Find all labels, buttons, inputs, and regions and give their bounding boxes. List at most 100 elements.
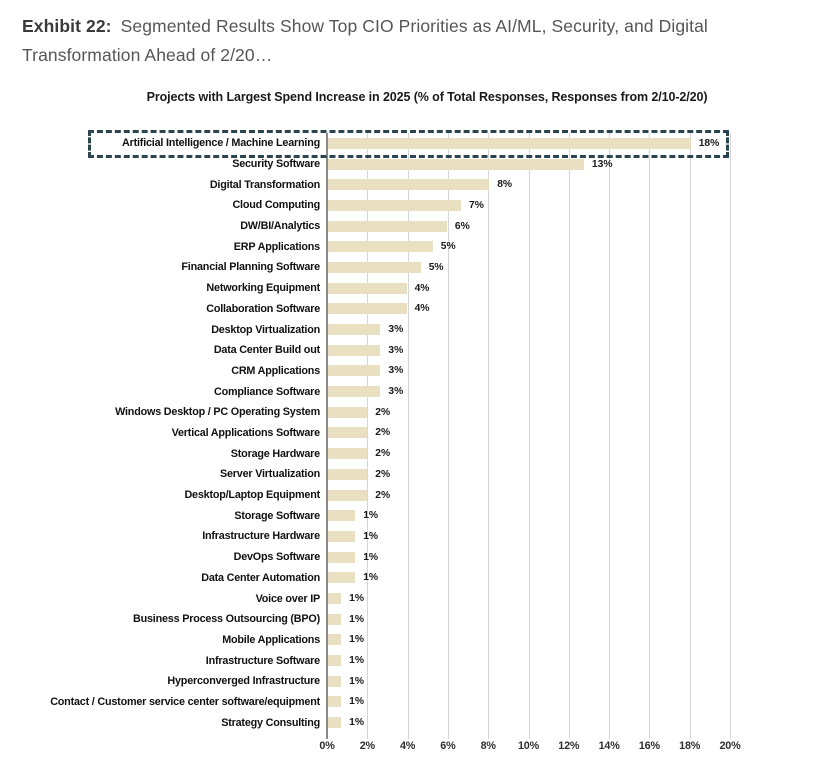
category-label: CRM Applications [231, 364, 320, 377]
bar [328, 655, 342, 667]
value-label: 1% [363, 551, 379, 563]
value-label: 2% [375, 448, 391, 460]
chart-row: Desktop Virtualization 3% [0, 319, 824, 340]
chart-row: Voice over IP 1% [0, 588, 824, 609]
exhibit-header: Exhibit 22: Segmented Results Show Top CI… [22, 12, 784, 70]
value-label: 3% [388, 386, 404, 398]
chart-row: Infrastructure Hardware 1% [0, 526, 824, 547]
bar [328, 137, 691, 149]
x-axis-tick-label: 18% [679, 740, 701, 752]
bar [328, 365, 381, 377]
bar [328, 282, 407, 294]
value-label: 4% [414, 303, 430, 315]
value-label: 3% [388, 344, 404, 356]
bar [328, 613, 342, 625]
category-label: Contact / Customer service center softwa… [50, 695, 320, 708]
bar [328, 261, 421, 273]
gridline [689, 133, 691, 739]
category-label: Cloud Computing [232, 199, 320, 212]
category-label: Business Process Outsourcing (BPO) [133, 613, 320, 626]
chart-row: Digital Transformation 8% [0, 174, 824, 195]
category-label: Storage Hardware [230, 447, 320, 460]
chart-row: Cloud Computing 7% [0, 195, 824, 216]
bar [328, 199, 461, 211]
x-axis-tick-label: 16% [638, 740, 660, 752]
value-label: 4% [414, 282, 430, 294]
bar [328, 179, 490, 191]
bar [328, 489, 368, 501]
category-label: Networking Equipment [206, 282, 320, 295]
bar [328, 406, 368, 418]
category-label: Mobile Applications [222, 633, 320, 646]
value-label: 2% [375, 468, 391, 480]
chart-row: Storage Software 1% [0, 505, 824, 526]
bar [328, 551, 356, 563]
gridline [367, 133, 369, 739]
category-label: Infrastructure Hardware [202, 530, 320, 543]
value-label: 1% [349, 696, 364, 708]
bar [328, 634, 342, 646]
category-label: Windows Desktop / PC Operating System [115, 406, 320, 419]
gridline [407, 133, 409, 739]
chart-title: Projects with Largest Spend Increase in … [146, 90, 708, 104]
value-label: 1% [349, 613, 364, 625]
gridline [568, 133, 570, 739]
category-label: Hyperconverged Infrastructure [167, 675, 320, 688]
category-label: Vertical Applications Software [171, 426, 321, 439]
category-label: Data Center Automation [201, 571, 320, 584]
bar [328, 303, 407, 315]
value-label: 1% [349, 634, 364, 646]
category-label: DevOps Software [233, 551, 321, 564]
chart-row: Business Process Outsourcing (BPO) 1% [0, 609, 824, 630]
value-label: 1% [349, 655, 364, 667]
chart-row: Networking Equipment 4% [0, 278, 824, 299]
x-axis-tick-label: 14% [598, 740, 620, 752]
category-label: Strategy Consulting [221, 716, 320, 729]
gridline [730, 133, 731, 739]
bar [328, 696, 342, 708]
value-label: 2% [375, 427, 391, 439]
gridline [528, 133, 530, 739]
chart-row: Collaboration Software 4% [0, 299, 824, 320]
value-label: 1% [363, 572, 379, 584]
category-label: ERP Applications [233, 240, 320, 253]
value-label: 13% [591, 158, 613, 170]
chart-row: Compliance Software 3% [0, 381, 824, 402]
value-label: 5% [440, 241, 456, 253]
x-axis-tick-label: 8% [480, 740, 496, 752]
gridline [447, 133, 449, 739]
bar [328, 572, 356, 584]
category-label: Infrastructure Software [205, 654, 320, 667]
chart-row: Data Center Automation 1% [0, 567, 824, 588]
chart-row: Windows Desktop / PC Operating System 2% [0, 402, 824, 423]
category-label: Artificial Intelligence / Machine Learni… [122, 137, 320, 150]
chart-row: Strategy Consulting 1% [0, 712, 824, 733]
category-label: Voice over IP [255, 592, 321, 605]
x-axis-tick-label: 20% [719, 740, 741, 752]
chart-row: Financial Planning Software 5% [0, 257, 824, 278]
value-label: 5% [428, 261, 444, 273]
category-label: Financial Planning Software [181, 261, 320, 274]
value-label: 3% [388, 365, 404, 377]
category-label: Server Virtualization [219, 468, 320, 481]
bar [328, 386, 381, 398]
gridline [609, 133, 611, 739]
value-label: 1% [363, 530, 379, 542]
bar [328, 593, 342, 605]
bar [328, 241, 433, 253]
bar [328, 220, 447, 232]
chart-row: Storage Hardware 2% [0, 443, 824, 464]
x-axis-tick-label: 0% [319, 740, 335, 752]
category-label: Collaboration Software [206, 302, 320, 315]
chart-row: Vertical Applications Software 2% [0, 423, 824, 444]
bar [328, 427, 368, 439]
bar [328, 468, 368, 480]
category-label: Desktop Virtualization [211, 323, 320, 336]
value-label: 7% [468, 199, 484, 211]
x-axis-tick-label: 4% [399, 740, 416, 752]
bar [328, 344, 381, 356]
exhibit-label: Exhibit 22: [22, 16, 112, 36]
chart-row: Infrastructure Software 1% [0, 650, 824, 671]
bar [328, 510, 356, 522]
